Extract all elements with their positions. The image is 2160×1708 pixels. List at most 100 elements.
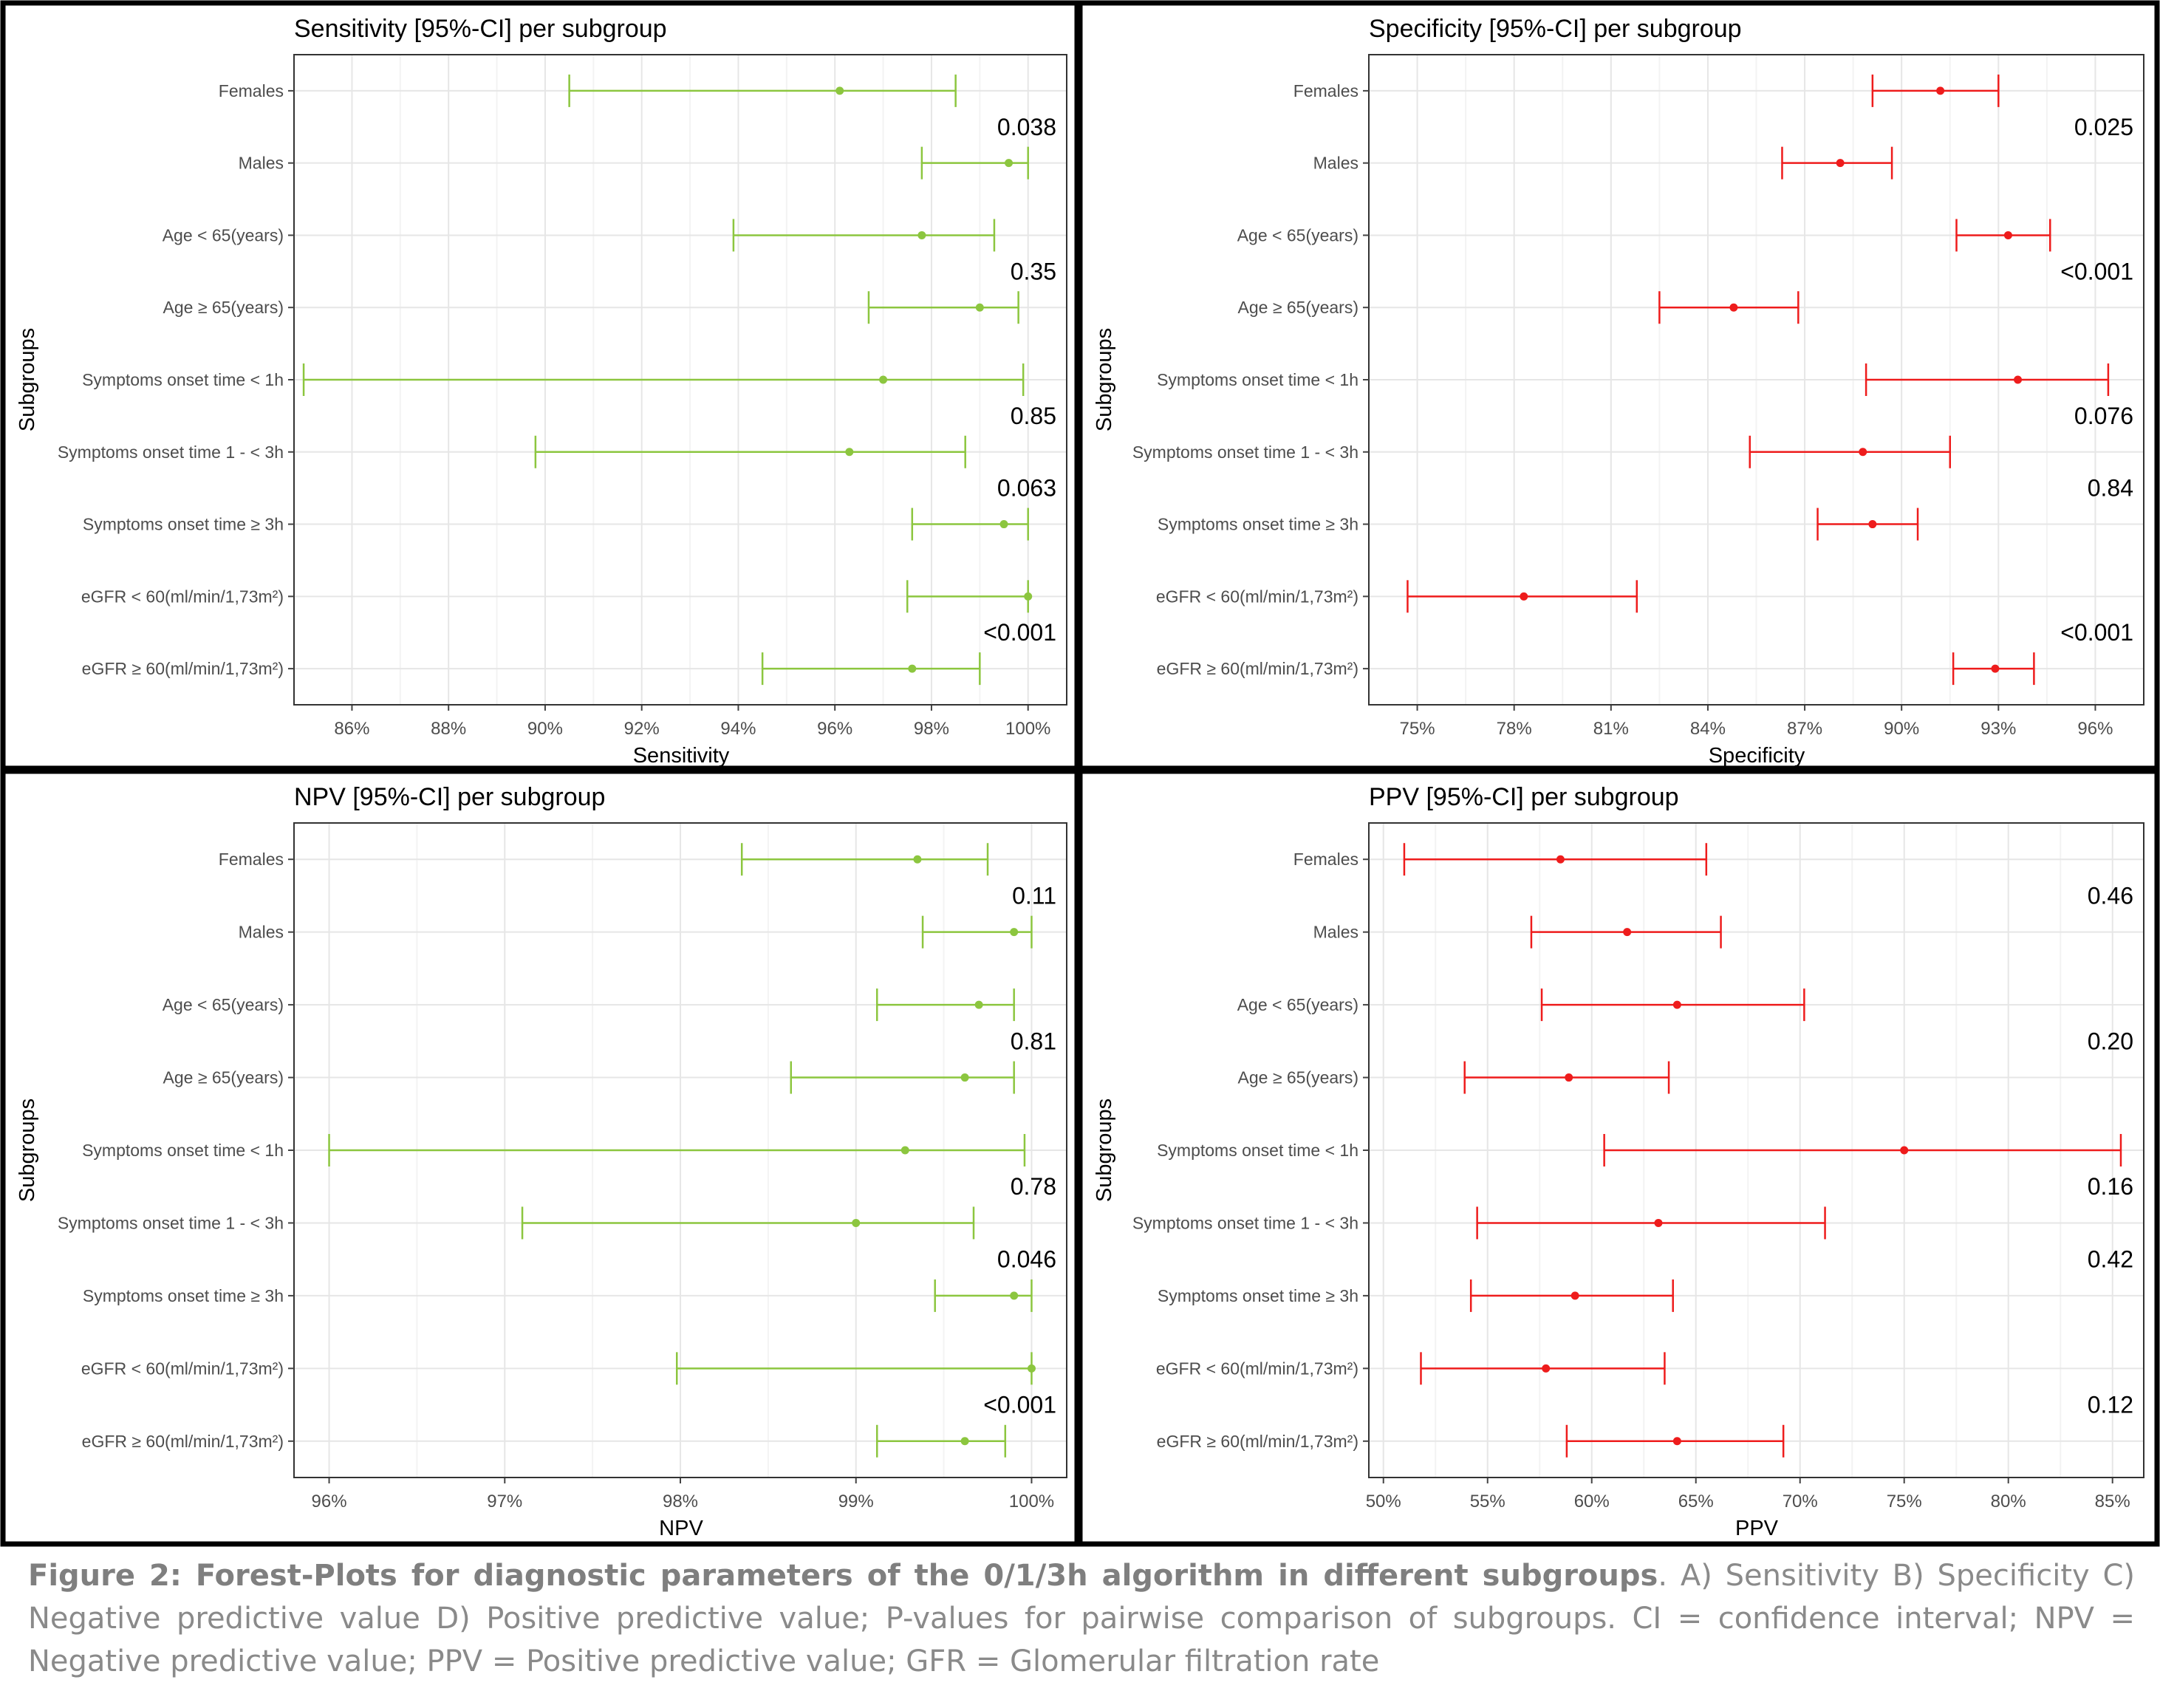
panel-4-point-estimate [1900, 1146, 1909, 1155]
panel-3-point-estimate [900, 1146, 909, 1155]
panel-3-pvalue-label: <0.001 [983, 1392, 1056, 1418]
caption-bold: Figure 2: Forest-Plots for diagnostic pa… [28, 1559, 1658, 1593]
panel-2-tick-label: 84% [1690, 719, 1726, 739]
panel-1-pvalue-label: <0.001 [983, 619, 1056, 646]
panel-1-point-estimate [999, 520, 1008, 529]
panel-1-category-label: Males [239, 154, 284, 173]
panel-3-category-label: Symptoms onset time ≥ 3h [83, 1286, 284, 1305]
panel-4-tick-label: 75% [1887, 1492, 1922, 1511]
panel-1-pvalue-label: 0.85 [1011, 403, 1056, 429]
panel-4-tick-label: 85% [2095, 1492, 2130, 1511]
panel-1-tick-label: 98% [914, 719, 949, 739]
panel-3-tick-label: 96% [312, 1492, 347, 1511]
panel-4-point-estimate [1654, 1218, 1663, 1227]
panel-2-category-label: Age ≥ 65(years) [1238, 298, 1358, 317]
panel-1-tick-label: 88% [431, 719, 466, 739]
panel-2-pvalue-label: 0.025 [2074, 114, 2133, 140]
panel-1-pvalue-label: 0.063 [997, 475, 1056, 502]
panel-2-category-label: Symptoms onset time ≥ 3h [1158, 515, 1358, 534]
panel-3-point-estimate [974, 1000, 983, 1009]
panel-3-y-axis-label: Subgroups [16, 1099, 39, 1202]
panel-3-category-label: Males [239, 923, 284, 942]
panel-4-category-label: Age ≥ 65(years) [1238, 1068, 1358, 1087]
panel-4-tick-label: 65% [1678, 1492, 1714, 1511]
panel-4-category-label: Symptoms onset time 1 - < 3h [1132, 1213, 1358, 1232]
panel-4-y-axis-label: Subgroups [1093, 1099, 1116, 1202]
panel-3-point-estimate [1010, 1291, 1019, 1300]
caption-text: . A) Sensitivity B) Specificity C) Negat… [28, 1559, 2136, 1678]
panel-4-tick-label: 60% [1574, 1492, 1610, 1511]
panel-1-point-estimate [908, 664, 917, 673]
panel-2-tick-label: 75% [1400, 719, 1435, 739]
panel-3-point-estimate [1010, 928, 1019, 937]
panel-4-point-estimate [1542, 1364, 1551, 1373]
panel-1-pvalue-label: 0.038 [997, 114, 1056, 140]
panel-3-point-estimate [960, 1437, 969, 1446]
panel-2-title: Specificity [95%-CI] per subgroup [1369, 15, 1742, 43]
panel-4-title: PPV [95%-CI] per subgroup [1369, 783, 1679, 811]
panel-2-frame [1077, 0, 2160, 771]
panel-2-x-axis-label: Specificity [1709, 744, 1805, 768]
panel-1-point-estimate [879, 375, 888, 384]
panel-2-pvalue-label: <0.001 [2060, 619, 2133, 646]
panel-4-tick-label: 50% [1366, 1492, 1401, 1511]
panel-4-category-label: eGFR < 60(ml/min/1,73m²) [1156, 1359, 1358, 1378]
panel-2-category-label: eGFR < 60(ml/min/1,73m²) [1156, 587, 1358, 606]
panel-1-category-label: Age ≥ 65(years) [163, 298, 284, 317]
panel-3-category-label: eGFR < 60(ml/min/1,73m²) [81, 1359, 284, 1378]
panel-1-tick-label: 94% [720, 719, 756, 739]
panel-2-point-estimate [1991, 664, 2000, 673]
panel-4-point-estimate [1672, 1000, 1681, 1009]
panel-2-pvalue-label: <0.001 [2060, 258, 2133, 284]
panel-1-tick-label: 96% [817, 719, 852, 739]
panel-1-category-label: eGFR < 60(ml/min/1,73m²) [81, 587, 284, 606]
panel-4-category-label: Symptoms onset time ≥ 3h [1158, 1286, 1358, 1305]
panel-2-point-estimate [2003, 230, 2012, 239]
panel-4-category-label: Symptoms onset time < 1h [1157, 1141, 1358, 1160]
panel-2-point-estimate [1520, 592, 1528, 601]
panel-2-tick-label: 96% [2077, 719, 2113, 739]
panel-1-y-axis-label: Subgroups [16, 328, 39, 431]
panel-1-tick-label: 86% [334, 719, 369, 739]
panel-3-category-label: Symptoms onset time 1 - < 3h [58, 1213, 284, 1232]
panel-2-point-estimate [1729, 303, 1738, 312]
panel-1-tick-label: 92% [624, 719, 660, 739]
panel-1-frame [0, 0, 1080, 771]
panel-1-tick-label: 90% [527, 719, 563, 739]
panel-2-tick-label: 93% [1980, 719, 2016, 739]
panel-4-point-estimate [1672, 1437, 1681, 1446]
panel-2-tick-label: 87% [1787, 719, 1822, 739]
panel-1-category-label: eGFR ≥ 60(ml/min/1,73m²) [82, 659, 284, 678]
panel-4-pvalue-label: 0.42 [2088, 1246, 2133, 1273]
panel-1-point-estimate [835, 86, 844, 95]
panel-1-point-estimate [917, 230, 926, 239]
panel-3-category-label: Females [219, 850, 284, 869]
panel-4-tick-label: 70% [1783, 1492, 1818, 1511]
panel-3-tick-label: 100% [1009, 1492, 1054, 1511]
panel-2-point-estimate [1868, 520, 1877, 529]
panel-1-point-estimate [845, 448, 854, 457]
panel-4-pvalue-label: 0.12 [2088, 1392, 2133, 1418]
panel-1-point-estimate [1024, 592, 1033, 601]
panel-3-frame [0, 768, 1080, 1547]
panel-2-category-label: Age < 65(years) [1237, 225, 1358, 245]
panel-3-category-label: Age ≥ 65(years) [163, 1068, 284, 1087]
panel-3-point-estimate [852, 1218, 861, 1227]
panel-1-category-label: Age < 65(years) [163, 225, 284, 245]
panel-4-pvalue-label: 0.16 [2088, 1173, 2133, 1200]
panel-2-tick-label: 78% [1497, 719, 1532, 739]
panel-3-point-estimate [960, 1073, 969, 1082]
panel-3-x-axis-label: NPV [659, 1517, 703, 1540]
panel-2-point-estimate [2014, 375, 2023, 384]
panel-1-category-label: Symptoms onset time 1 - < 3h [58, 443, 284, 462]
panel-1-point-estimate [975, 303, 984, 312]
panel-4-x-axis-label: PPV [1735, 1517, 1779, 1540]
panel-3-pvalue-label: 0.046 [997, 1246, 1056, 1273]
panel-1-category-label: Symptoms onset time ≥ 3h [83, 515, 284, 534]
panel-2-category-label: Females [1293, 81, 1358, 100]
panel-3-category-label: Age < 65(years) [163, 995, 284, 1014]
panel-4-point-estimate [1623, 928, 1632, 937]
panel-1-x-axis-label: Sensitivity [633, 744, 730, 768]
panel-2-point-estimate [1836, 159, 1845, 168]
panel-1-tick-label: 100% [1005, 719, 1050, 739]
